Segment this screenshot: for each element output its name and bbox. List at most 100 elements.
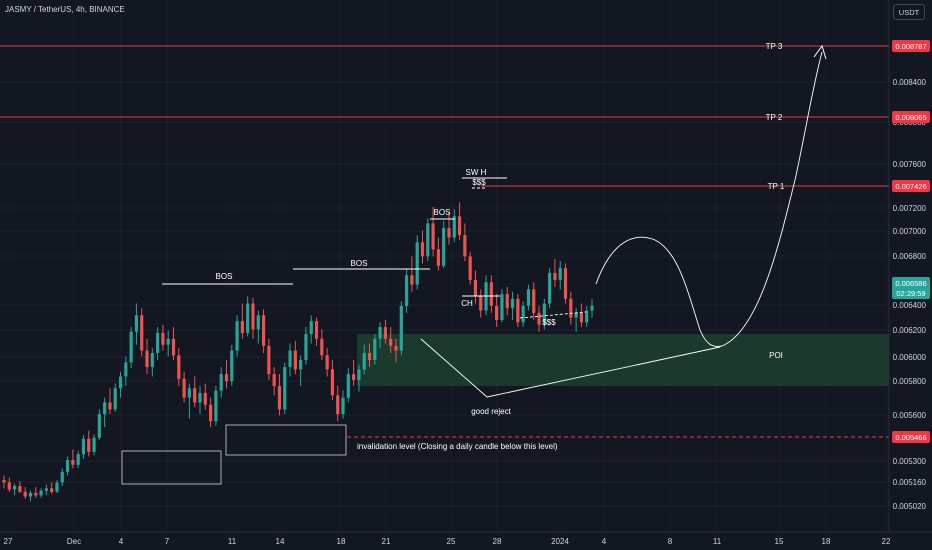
candle-body <box>124 362 128 377</box>
candle-body <box>2 480 6 483</box>
swing-high-label: SW H <box>466 168 487 177</box>
candle-body <box>357 369 361 381</box>
candle-body <box>367 352 372 361</box>
candle-body <box>81 438 86 455</box>
candle-body <box>389 338 393 346</box>
candle-body <box>399 305 403 351</box>
candle-body <box>240 321 244 333</box>
tp3-label: TP 3 <box>766 42 783 51</box>
candle-body <box>495 305 499 320</box>
price-tick: 0.006800 <box>893 252 927 261</box>
time-tick: 2024 <box>551 537 569 546</box>
candle-body <box>457 216 462 236</box>
time-tick: 27 <box>4 537 13 546</box>
candle-body <box>346 374 350 398</box>
candle-body <box>532 289 536 313</box>
candle-body <box>516 298 520 323</box>
candle-body <box>373 338 377 361</box>
ch-label: CH <box>461 299 473 308</box>
level-price-label <box>892 111 930 123</box>
candle-body <box>182 378 186 398</box>
candle-body <box>208 404 213 422</box>
candle-body <box>426 223 430 257</box>
poi-zone <box>357 334 889 386</box>
countdown-label: 02:29:59 <box>896 289 925 298</box>
candle-body <box>55 482 59 492</box>
candle-body <box>28 493 33 497</box>
candle-body <box>304 334 308 361</box>
candle-body <box>198 392 202 403</box>
candle-body <box>193 388 197 403</box>
price-tick: 0.007200 <box>893 204 927 213</box>
price-label-text: 0.006586 <box>895 279 926 288</box>
candle-body <box>420 242 425 257</box>
price-tick: 0.005300 <box>893 457 927 466</box>
tp2-label: TP 2 <box>766 113 783 122</box>
candle-body <box>293 350 297 370</box>
time-tick: 8 <box>668 537 673 546</box>
candle-body <box>246 303 250 333</box>
symbol-title: JASMY / TetherUS, 4h, BINANCE <box>5 5 125 14</box>
candle-body <box>521 305 525 323</box>
candle-body <box>447 228 451 238</box>
candle-body <box>7 482 11 490</box>
candle-body <box>378 327 382 339</box>
candle-body <box>336 395 340 415</box>
tp1-label: TP 1 <box>768 182 785 191</box>
candle-body <box>235 321 239 351</box>
demand-box <box>225 424 347 456</box>
candle-body <box>553 272 557 280</box>
candle-body <box>473 279 478 297</box>
last-price-label <box>892 277 930 299</box>
candle-body <box>187 388 192 398</box>
candle-body <box>44 488 48 491</box>
candle-body <box>563 268 568 299</box>
price-label-text: 0.008787 <box>895 42 926 51</box>
price-label-text: 0.008065 <box>895 113 926 122</box>
bos-label-1: BOS <box>216 272 233 281</box>
currency-button[interactable]: USDT <box>893 4 925 20</box>
candle-body <box>277 385 282 410</box>
candle-body <box>585 310 589 323</box>
candle-body <box>452 216 456 238</box>
price-label-text: 0.005466 <box>895 433 926 442</box>
candle-body <box>352 374 356 381</box>
candle-body <box>283 367 287 410</box>
time-tick: 22 <box>882 537 891 546</box>
poi-label: POI <box>769 351 783 360</box>
candle-body <box>394 345 398 351</box>
candle-body <box>50 488 54 492</box>
candle-body <box>574 312 578 318</box>
liquidity-label-bottom: $$$ <box>542 318 556 327</box>
candle-body <box>34 493 38 496</box>
candle-body <box>579 312 584 323</box>
time-tick: Dec <box>67 537 81 546</box>
candle-body <box>251 303 255 330</box>
price-tick: 0.008400 <box>893 78 927 87</box>
candle-body <box>166 338 170 345</box>
candle-body <box>87 438 91 452</box>
price-scale[interactable] <box>889 0 932 532</box>
price-tick: 0.006200 <box>893 326 927 335</box>
candle-body <box>224 374 229 382</box>
candle-body <box>108 402 112 410</box>
candle-body <box>60 471 64 483</box>
candle-body <box>548 272 552 304</box>
candle-body <box>383 327 388 339</box>
candle-body <box>140 315 144 351</box>
candle-body <box>330 369 335 396</box>
candle-body <box>510 298 515 309</box>
time-tick: 21 <box>382 537 391 546</box>
candle-body <box>161 332 165 345</box>
time-axis-ticks[interactable]: 27 Dec 4 7 11 14 18 21 25 28 2024 4 8 11 15 18 22 <box>4 537 891 546</box>
candle-body <box>177 355 181 379</box>
demand-box <box>121 450 222 485</box>
time-tick: 11 <box>228 537 237 546</box>
price-label-text: 0.007426 <box>895 182 926 191</box>
candle-body <box>489 282 493 306</box>
arrow-head-icon <box>813 44 827 60</box>
candle-body <box>261 315 266 346</box>
candle-body <box>468 256 472 280</box>
level-price-label <box>892 431 930 443</box>
